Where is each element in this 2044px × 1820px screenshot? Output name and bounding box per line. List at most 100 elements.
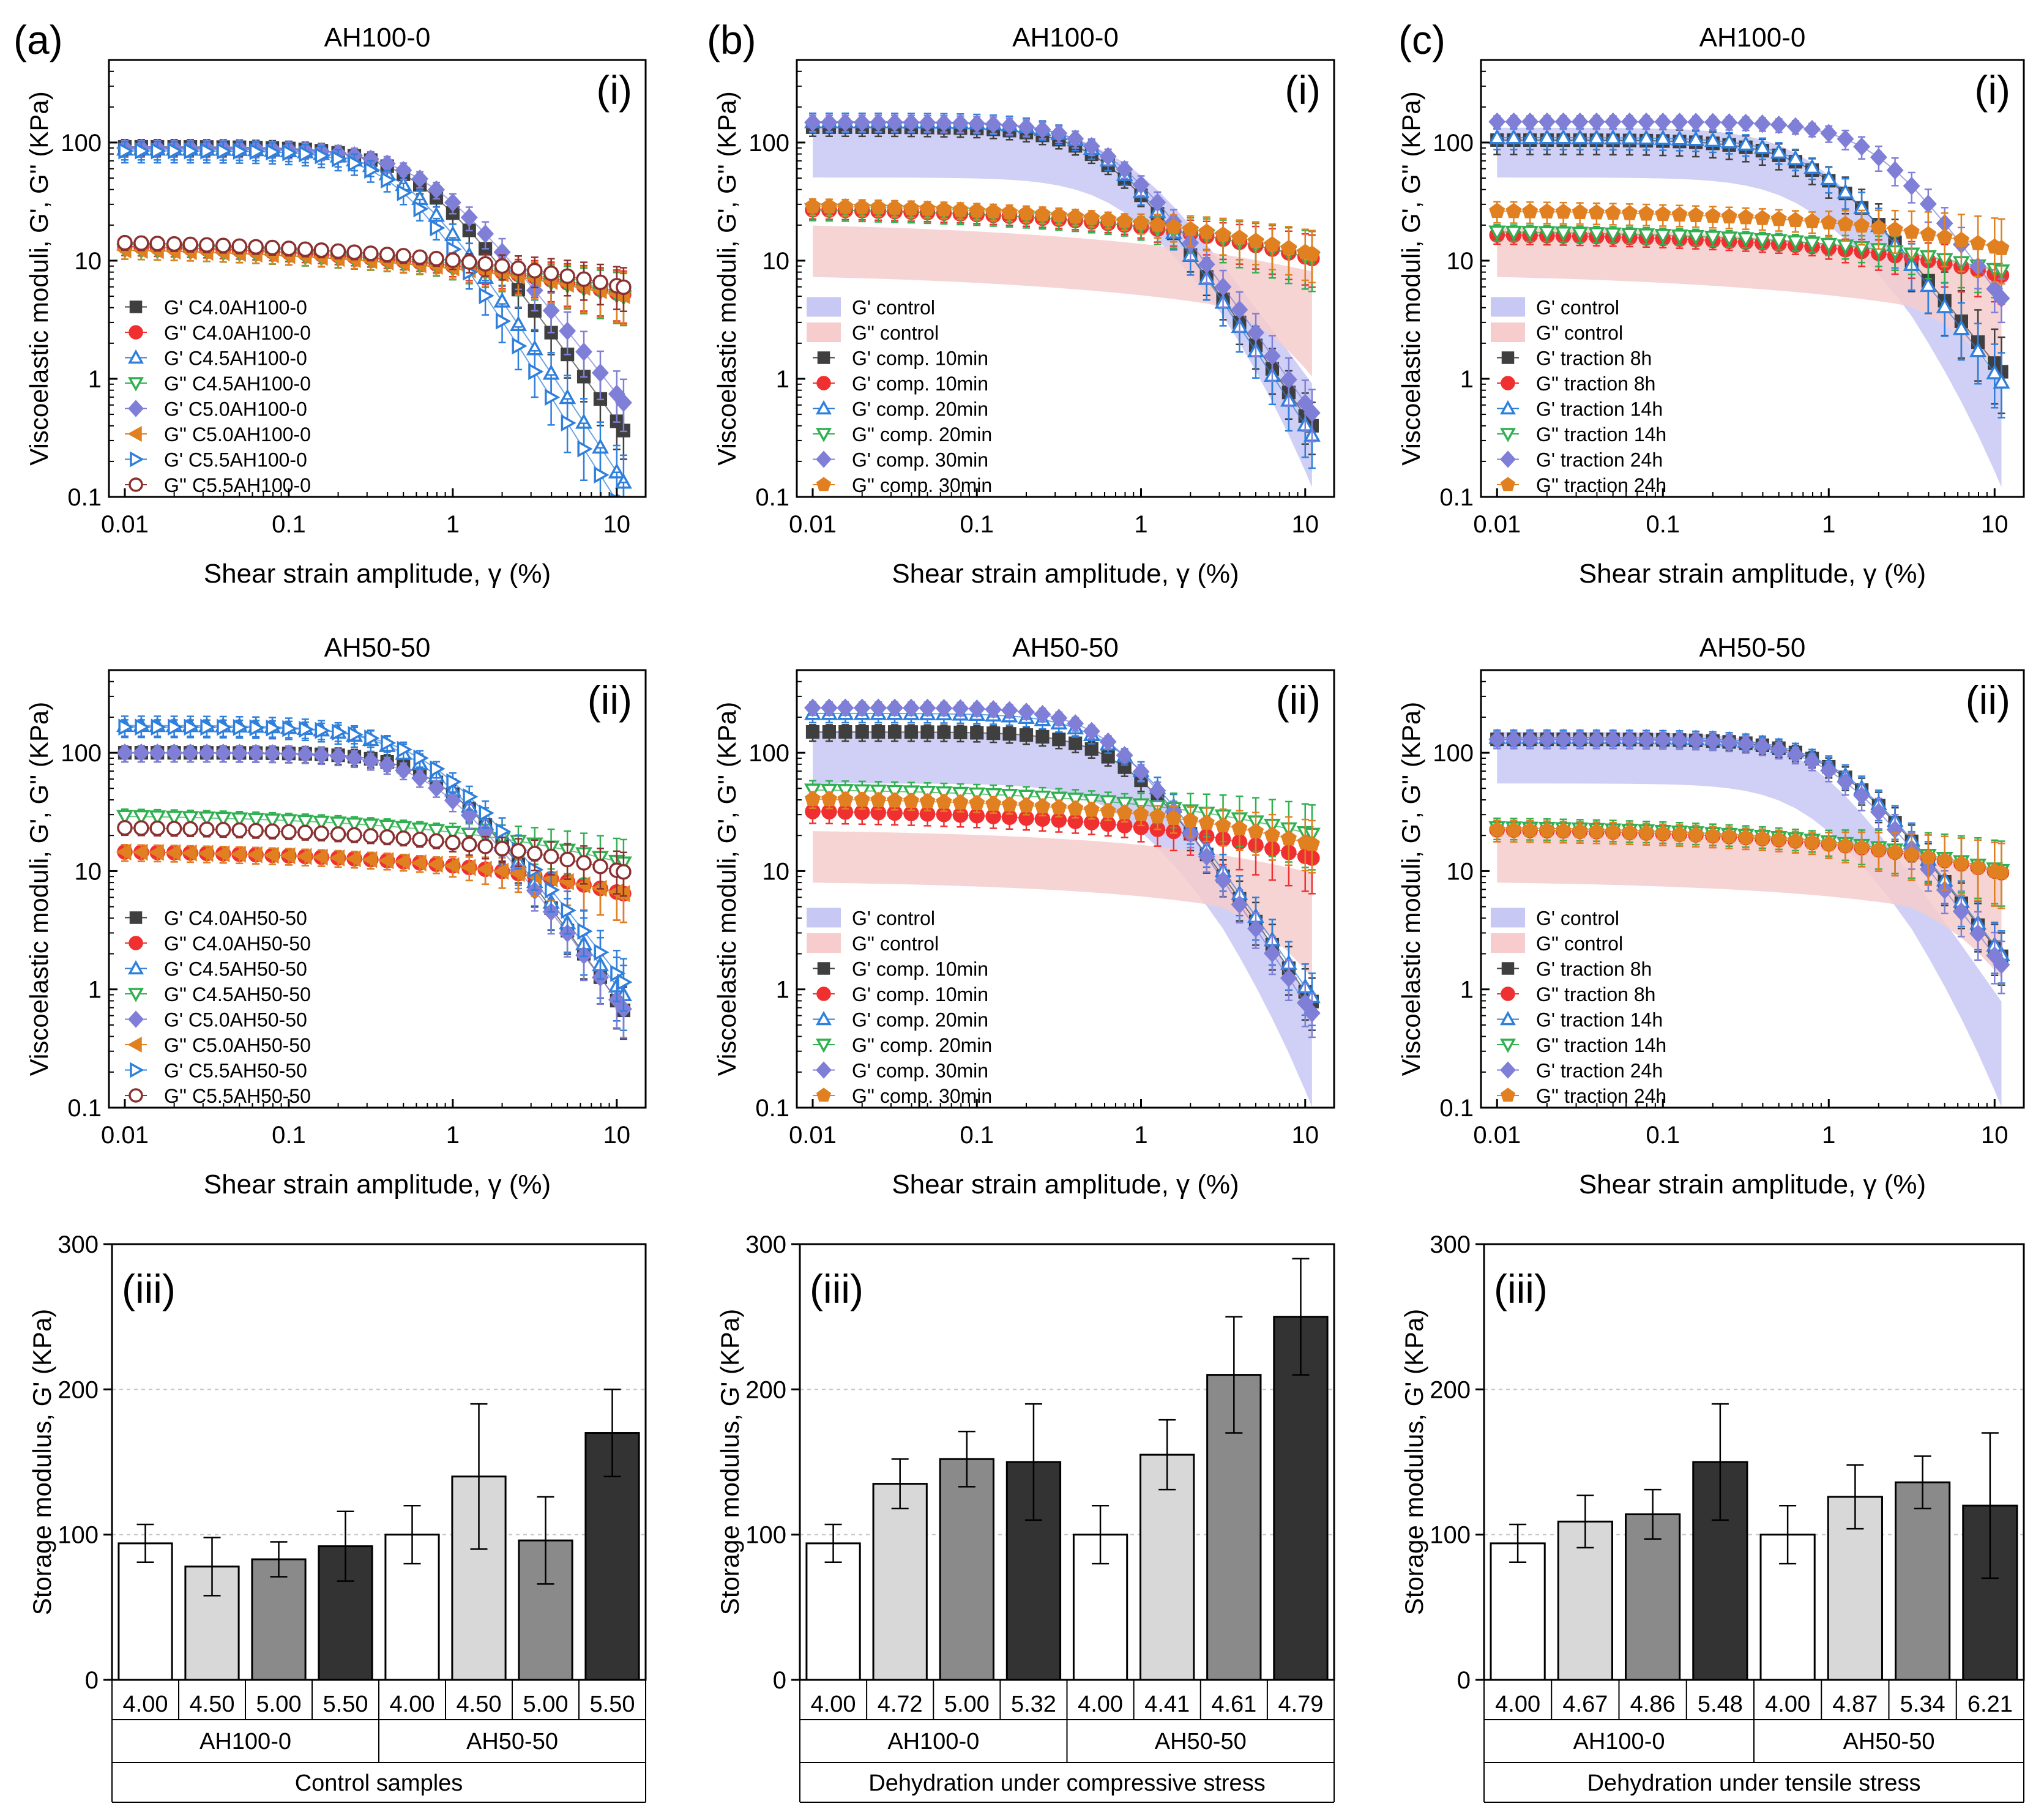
data-point (1638, 205, 1655, 221)
legend: G' control G'' control G' comp. 10min G' co… (807, 297, 992, 496)
data-point (1231, 300, 1248, 319)
data-point (214, 811, 232, 827)
data-point (1571, 112, 1589, 132)
data-point (378, 819, 396, 835)
data-point (935, 113, 953, 133)
data-point (231, 238, 248, 254)
data-point (1803, 158, 1821, 174)
data-point (804, 198, 821, 214)
data-point (264, 744, 281, 763)
data-point (1051, 207, 1067, 223)
data-point (1019, 728, 1034, 742)
data-point (1083, 801, 1100, 817)
y-axis-label: Viscoelastic moduli, G', G'' (KPa) (1397, 91, 1425, 465)
data-point (332, 150, 348, 168)
data-point (248, 822, 264, 839)
data-point (329, 747, 347, 766)
data-point (1704, 113, 1721, 132)
legend-label: G'' control (852, 322, 939, 344)
data-point (135, 142, 151, 160)
data-point (1067, 800, 1084, 816)
data-point (969, 202, 985, 218)
legend-label: G' traction 14h (1536, 398, 1663, 420)
data-point (231, 812, 248, 828)
data-point (313, 815, 330, 832)
legend-marker (128, 988, 144, 1002)
data-point (1671, 112, 1688, 132)
data-point (871, 725, 886, 739)
data-point (969, 794, 985, 810)
data-point (346, 817, 363, 834)
data-point (444, 193, 461, 212)
data-point (231, 744, 248, 763)
y-tick-label: 0.1 (755, 484, 789, 511)
data-point (1280, 370, 1297, 389)
legend-label: G' comp. 20min (852, 1009, 988, 1031)
plot-area (1488, 112, 2010, 488)
data-point (266, 143, 282, 161)
data-point (494, 840, 510, 857)
legend-label: G'' C4.0AH50-50 (164, 933, 311, 955)
control-band-0 (813, 732, 1312, 1107)
legend-swatch (807, 297, 841, 317)
data-point (397, 740, 412, 758)
data-point (1034, 798, 1051, 813)
data-point (495, 822, 512, 840)
legend-label: G' comp. 10min (852, 373, 988, 395)
legend-marker (129, 936, 143, 950)
data-point (1304, 245, 1320, 261)
data-point (987, 726, 1001, 740)
data-point (1296, 993, 1314, 1012)
x-tick-label: 0.01 (101, 511, 149, 538)
data-point (413, 749, 429, 767)
data-point (1050, 791, 1068, 807)
data-point (379, 829, 395, 845)
data-point (1588, 204, 1605, 220)
data-point (199, 821, 215, 837)
legend-marker (128, 960, 144, 975)
data-point (887, 725, 902, 739)
data-point (1247, 919, 1264, 938)
data-point (263, 846, 279, 864)
data-point (181, 844, 197, 862)
data-point (330, 243, 346, 259)
y-tick-label: 0.1 (67, 484, 102, 511)
data-point (1149, 193, 1166, 212)
data-point (1671, 130, 1688, 146)
data-point (463, 788, 479, 805)
data-point (1133, 806, 1149, 821)
data-point (1050, 124, 1068, 143)
data-point (132, 843, 148, 861)
legend-marker (127, 426, 142, 442)
data-point (1621, 112, 1638, 132)
data-point (1737, 135, 1755, 151)
chart-title: AH50-50 (1012, 633, 1119, 663)
data-point (296, 848, 312, 865)
data-point (1488, 225, 1506, 241)
legend-marker (128, 349, 144, 364)
data-point (985, 699, 1002, 719)
data-point (1083, 136, 1100, 156)
legend-marker (816, 1061, 832, 1079)
data-point (1820, 170, 1838, 185)
roman-label: (i) (1974, 67, 2010, 113)
legend-label: G'' traction 14h (1536, 423, 1666, 446)
data-point (1621, 228, 1638, 244)
data-point (1737, 113, 1755, 133)
data-point (1919, 276, 1937, 293)
data-point (363, 828, 379, 844)
data-point (1116, 796, 1133, 813)
y-tick-label: 100 (61, 740, 102, 767)
legend-marker (816, 986, 831, 1001)
data-point (838, 725, 852, 739)
legend-marker (816, 450, 832, 468)
data-point (903, 793, 919, 808)
data-point (985, 203, 1002, 218)
x-tick-label: 1 (1134, 1122, 1147, 1149)
series-2 (1488, 127, 2010, 419)
data-point (576, 855, 592, 871)
data-point (575, 342, 592, 362)
data-point (543, 265, 559, 282)
data-point (617, 973, 633, 991)
